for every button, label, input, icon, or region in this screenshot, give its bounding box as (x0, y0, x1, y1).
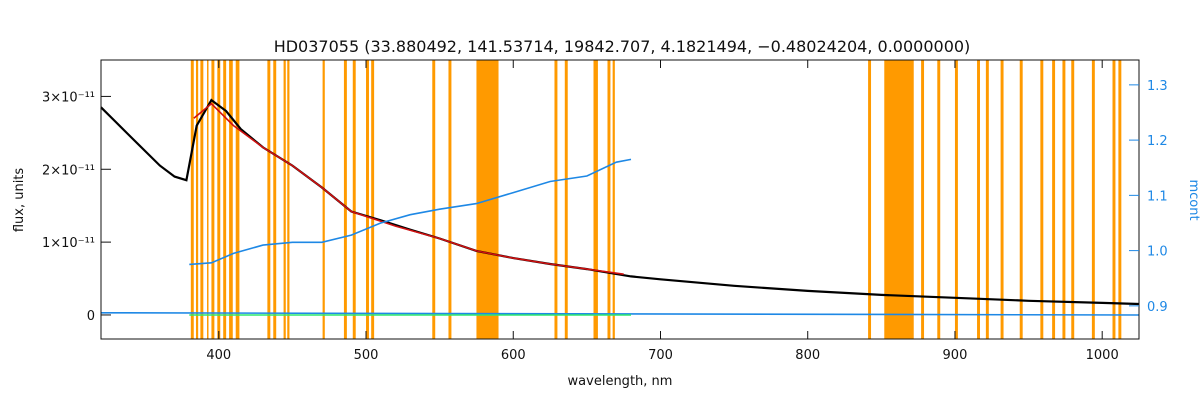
y2-tick-label-4: 1.3 (1147, 79, 1168, 94)
y2-tick-label-1: 1.0 (1147, 245, 1168, 260)
x-tick-label-0: 400 (206, 348, 231, 363)
masked-region-26 (868, 60, 872, 339)
masked-region-37 (1062, 60, 1066, 339)
masked-region-7 (229, 60, 233, 339)
masked-region-22 (564, 60, 568, 339)
masked-region-1 (195, 60, 199, 339)
masked-region-25 (612, 60, 615, 339)
masked-region-12 (287, 60, 290, 339)
x-tick-label-3: 700 (648, 348, 673, 363)
masked-region-14 (343, 60, 347, 339)
masked-region-40 (1112, 60, 1116, 339)
x-tick-label-5: 900 (943, 348, 968, 363)
series-line-0 (100, 98, 1140, 306)
masked-region-28 (921, 60, 925, 339)
y-tick-label-0: 0 (87, 309, 95, 324)
y-axis-label: flux, units (12, 168, 27, 233)
masked-region-11 (283, 60, 286, 339)
masked-region-21 (554, 60, 558, 339)
y2-tick-label-0: 0.9 (1147, 300, 1168, 315)
plot-frame (100, 59, 1140, 340)
y-tick-label-1: 1×10⁻¹¹ (42, 236, 95, 251)
x-tick-label-4: 800 (795, 348, 820, 363)
chart-title: HD037055 (33.880492, 141.53714, 19842.70… (274, 37, 971, 56)
masked-region-9 (267, 60, 271, 339)
masked-region-6 (223, 60, 227, 339)
masked-region-18 (432, 60, 436, 339)
x-tick-label-6: 1000 (1086, 348, 1119, 363)
masked-region-3 (207, 60, 209, 339)
masked-region-34 (1019, 60, 1023, 339)
masked-region-4 (211, 60, 215, 339)
masked-region-16 (366, 60, 369, 339)
x-tick-label-2: 600 (501, 348, 526, 363)
masked-region-8 (235, 60, 240, 339)
masked-region-10 (273, 60, 277, 339)
masked-region-17 (371, 60, 375, 339)
masked-region-0 (190, 60, 194, 339)
masked-region-23 (593, 60, 598, 339)
masked-region-19 (448, 60, 452, 339)
masked-region-39 (1091, 60, 1095, 339)
masked-region-2 (200, 60, 204, 339)
masked-region-33 (1000, 60, 1004, 339)
data-series (100, 98, 1140, 316)
masked-region-27 (884, 60, 914, 339)
masked-region-32 (985, 60, 989, 339)
x-tick-label-1: 500 (354, 348, 379, 363)
series-line-3 (100, 311, 1140, 316)
x-axis-ticks: 400 500 600 700 800 900 1000 (206, 60, 1119, 363)
y-tick-label-3: 3×10⁻¹¹ (42, 90, 95, 105)
masked-region-35 (1040, 60, 1044, 339)
y-axis-ticks: 0 1×10⁻¹¹ 2×10⁻¹¹ 3×10⁻¹¹ (42, 90, 111, 324)
masked-regions (190, 60, 1122, 339)
masked-region-5 (217, 60, 221, 339)
masked-region-29 (937, 60, 941, 339)
x-axis-label: wavelength, nm (568, 374, 673, 389)
masked-region-36 (1052, 60, 1056, 339)
y2-axis-label: mcont (1186, 179, 1200, 220)
y-tick-label-2: 2×10⁻¹¹ (42, 163, 95, 178)
series-line-1 (193, 102, 624, 275)
masked-region-41 (1118, 60, 1122, 339)
series-line-2 (189, 158, 632, 266)
y2-axis-ticks: 0.9 1.0 1.1 1.2 1.3 (1129, 79, 1168, 315)
masked-region-24 (607, 60, 611, 339)
masked-region-38 (1071, 60, 1075, 339)
y2-tick-label-3: 1.2 (1147, 134, 1168, 149)
masked-region-31 (977, 60, 980, 339)
masked-region-13 (322, 60, 325, 339)
y2-tick-label-2: 1.1 (1147, 189, 1168, 204)
masked-region-30 (954, 60, 958, 339)
masked-region-15 (352, 60, 356, 339)
